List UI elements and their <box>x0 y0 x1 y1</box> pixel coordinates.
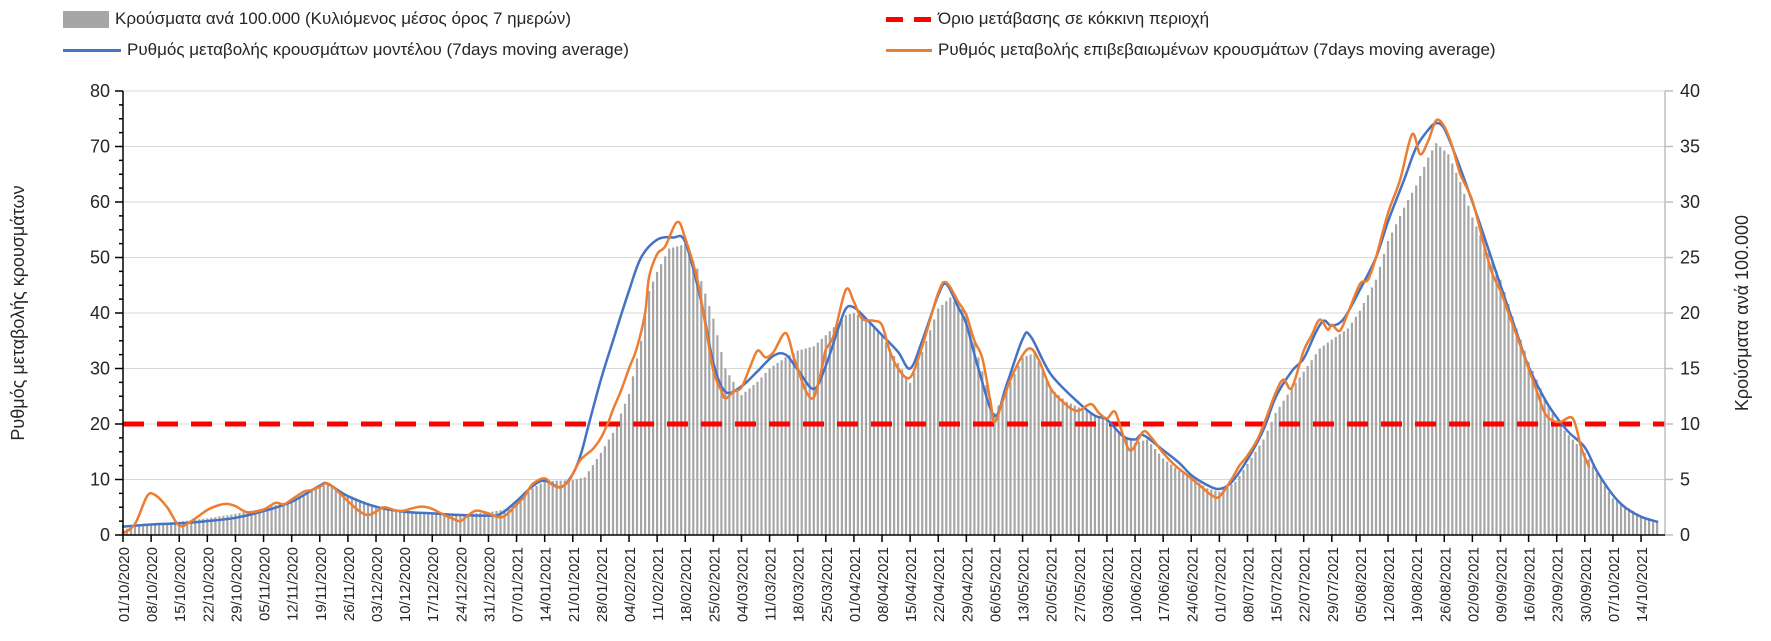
x-tick-label: 08/10/2020 <box>144 547 161 622</box>
x-tick-label: 20/05/2021 <box>1044 547 1061 622</box>
y-left-tick-label: 70 <box>90 137 110 157</box>
y-right-tick-label: 20 <box>1680 303 1700 323</box>
x-tick-label: 29/07/2021 <box>1325 547 1342 622</box>
x-tick-label: 31/12/2020 <box>481 547 498 622</box>
y-right-tick-label: 25 <box>1680 248 1700 268</box>
x-tick-label: 03/06/2021 <box>1100 547 1117 622</box>
y-left-tick-label: 20 <box>90 414 110 434</box>
y-left-tick-label: 60 <box>90 192 110 212</box>
x-tick-label: 01/07/2021 <box>1212 547 1229 622</box>
y-left-axis-title: Ρυθμός μεταβολής κρουσμάτων <box>8 185 28 440</box>
x-tick-label: 12/08/2021 <box>1381 547 1398 622</box>
x-tick-label: 11/02/2021 <box>650 547 667 621</box>
y-right-axis-title: Κρούσματα ανά 100.000 <box>1732 215 1752 411</box>
x-tick-label: 13/05/2021 <box>1016 547 1033 622</box>
x-tick-label: 01/10/2020 <box>116 547 133 622</box>
x-tick-label: 07/01/2021 <box>510 547 527 622</box>
y-right-tick-label: 30 <box>1680 192 1700 212</box>
legend-label: Κρούσματα ανά 100.000 (Κυλιόμενος μέσος … <box>115 9 572 28</box>
y-left-tick-label: 80 <box>90 81 110 101</box>
x-tick-label: 10/06/2021 <box>1128 547 1145 622</box>
x-tick-label: 04/02/2021 <box>622 547 639 622</box>
x-tick-label: 26/08/2021 <box>1437 547 1454 622</box>
x-tick-label: 27/05/2021 <box>1072 547 1089 622</box>
x-tick-label: 29/04/2021 <box>959 547 976 622</box>
x-tick-label: 04/03/2021 <box>734 547 751 622</box>
y-left-tick-label: 40 <box>90 303 110 323</box>
dashed-line-swatch-icon <box>886 16 932 22</box>
x-tick-label: 19/11/2020 <box>313 547 330 621</box>
y-left-tick-label: 50 <box>90 248 110 268</box>
legend-label: Όριο μετάβασης σε κόκκινη περιοχή <box>938 9 1210 28</box>
x-tick-label: 03/12/2020 <box>369 547 386 622</box>
x-axis: 01/10/2020 08/10/2020 15/10/2020 22/10/2020… <box>116 534 1665 622</box>
y-axis-left: 0 10 20 30 40 50 60 70 80 Ρυθμός μεταβολής κρουσμ… <box>8 81 124 545</box>
confirmed-line <box>121 118 1591 535</box>
x-tick-label: 08/04/2021 <box>875 547 892 622</box>
legend-label: Ρυθμός μεταβολής επιβεβαιωμένων κρουσμάτ… <box>938 40 1496 59</box>
y-right-tick-label: 5 <box>1680 470 1690 490</box>
x-tick-label: 14/01/2021 <box>538 547 555 622</box>
x-tick-label: 25/03/2021 <box>819 547 836 622</box>
x-tick-label: 10/12/2020 <box>397 547 414 622</box>
x-tick-label: 22/04/2021 <box>931 547 948 622</box>
bar-swatch-icon <box>63 10 109 28</box>
x-tick-label: 15/10/2020 <box>172 547 189 622</box>
legend-item-red-zone-threshold: Όριο μετάβασης σε κόκκινη περιοχή <box>886 9 1209 29</box>
legend-item-cases-per-100k: Κρούσματα ανά 100.000 (Κυλιόμενος μέσος … <box>63 9 571 29</box>
x-tick-label: 21/01/2021 <box>566 547 583 622</box>
x-tick-label: 07/10/2021 <box>1606 547 1623 622</box>
line-swatch-icon <box>63 48 121 52</box>
y-axis-right: 0 5 10 15 20 25 30 35 40 Κρούσματα ανά 100.000 <box>1664 81 1752 545</box>
y-right-tick-label: 35 <box>1680 137 1700 157</box>
x-tick-label: 15/07/2021 <box>1269 547 1286 622</box>
y-left-tick-label: 0 <box>100 525 110 545</box>
x-tick-label: 06/05/2021 <box>987 547 1004 622</box>
x-tick-label: 05/11/2020 <box>257 547 274 621</box>
legend-label: Ρυθμός μεταβολής κρουσμάτων μοντέλου (7d… <box>127 40 629 59</box>
line-swatch-icon <box>886 48 932 52</box>
x-tick-label: 17/06/2021 <box>1156 547 1173 622</box>
x-tick-label: 14/10/2021 <box>1634 547 1651 622</box>
x-tick-label: 19/08/2021 <box>1409 547 1426 622</box>
x-tick-label: 30/09/2021 <box>1578 547 1595 622</box>
x-tick-label: 23/09/2021 <box>1550 547 1567 622</box>
y-right-tick-label: 40 <box>1680 81 1700 101</box>
bars-series <box>121 143 1659 536</box>
y-right-tick-label: 15 <box>1680 359 1700 379</box>
x-tick-label: 02/09/2021 <box>1465 547 1482 622</box>
x-tick-label: 29/10/2020 <box>228 547 245 622</box>
x-tick-label: 08/07/2021 <box>1240 547 1257 622</box>
x-tick-label: 26/11/2020 <box>341 547 358 621</box>
x-tick-label: 15/04/2021 <box>903 547 920 622</box>
x-tick-label: 16/09/2021 <box>1522 547 1539 622</box>
x-tick-label: 12/11/2020 <box>285 547 302 621</box>
legend-item-model-rate: Ρυθμός μεταβολής κρουσμάτων μοντέλου (7d… <box>63 40 629 60</box>
x-tick-label: 01/04/2021 <box>847 547 864 622</box>
x-tick-label: 22/10/2020 <box>200 547 217 622</box>
x-tick-label: 17/12/2020 <box>425 547 442 622</box>
x-tick-label: 24/06/2021 <box>1184 547 1201 622</box>
x-tick-label: 24/12/2020 <box>453 547 470 622</box>
y-right-tick-label: 10 <box>1680 414 1700 434</box>
x-tick-label: 11/03/2021 <box>763 547 780 621</box>
x-tick-label: 18/02/2021 <box>678 547 695 622</box>
y-left-tick-label: 30 <box>90 359 110 379</box>
y-right-tick-label: 0 <box>1680 525 1690 545</box>
legend-item-confirmed-rate: Ρυθμός μεταβολής επιβεβαιωμένων κρουσμάτ… <box>886 40 1496 60</box>
y-left-tick-label: 10 <box>90 470 110 490</box>
x-tick-label: 28/01/2021 <box>594 547 611 622</box>
x-tick-label: 05/08/2021 <box>1353 547 1370 622</box>
x-tick-label: 18/03/2021 <box>791 547 808 622</box>
x-tick-label: 09/09/2021 <box>1493 547 1510 622</box>
x-tick-label: 22/07/2021 <box>1297 547 1314 622</box>
x-tick-label: 25/02/2021 <box>706 547 723 622</box>
